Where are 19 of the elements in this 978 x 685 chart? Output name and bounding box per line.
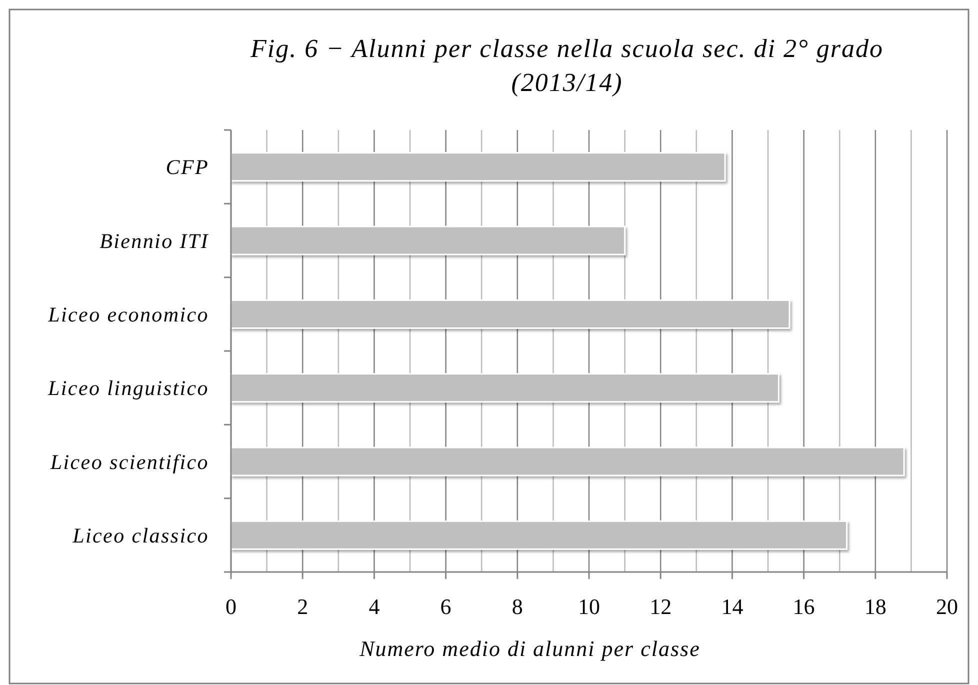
x-tick-label: 12 — [650, 594, 672, 619]
y-tick-label: Liceo scientifico — [49, 450, 209, 474]
x-tick-label: 18 — [864, 594, 886, 619]
y-tick-label: CFP — [166, 155, 209, 180]
y-tick-label: Liceo linguistico — [47, 376, 209, 400]
x-tick-label: 4 — [368, 594, 380, 619]
x-tick-label: 20 — [936, 594, 958, 619]
x-tick-label: 10 — [578, 594, 600, 619]
x-tick-label: 8 — [512, 594, 523, 619]
y-tick-label: Liceo economico — [47, 302, 209, 327]
chart-title: Fig. 6 − Alunni per classe nella scuola sec. di 2° grado (2013/14) — [249, 34, 884, 97]
x-tick-label: 16 — [792, 594, 815, 619]
x-axis-title: Numero medio di alunni per classe — [358, 636, 700, 661]
x-tick-label: 14 — [721, 594, 744, 619]
y-tick-label: Liceo classico — [72, 524, 209, 548]
x-tick-label: 6 — [440, 594, 452, 619]
x-tick-label: 2 — [297, 594, 308, 619]
x-tick-label: 0 — [226, 594, 236, 619]
y-tick-label: Biennio ITI — [100, 228, 209, 253]
